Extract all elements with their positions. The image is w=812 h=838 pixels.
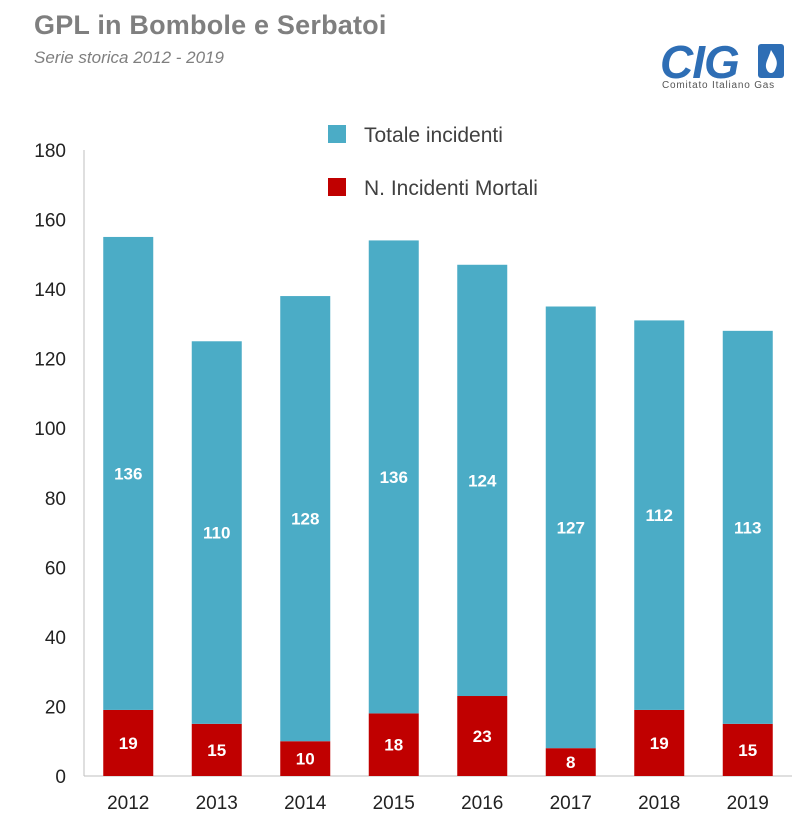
x-tick-label: 2013	[196, 793, 238, 814]
data-label: 23	[473, 727, 492, 746]
data-label: 112	[646, 506, 673, 525]
logo-subtext: Comitato Italiano Gas	[662, 80, 775, 91]
data-label: 136	[114, 464, 142, 483]
legend: Totale incidenti N. Incidenti Mortali	[328, 124, 538, 200]
axis-layer: 0 20 40 60 80 100 120 140 160 180 2012 2013 2014 2015…	[34, 141, 792, 814]
data-label: 124	[468, 471, 497, 490]
y-tick-label: 160	[34, 211, 66, 232]
bar-mortali	[368, 713, 419, 776]
logo-text: CIG	[660, 40, 739, 88]
cig-logo: CIG	[660, 40, 784, 88]
y-tick-label: 180	[34, 141, 66, 162]
bar-totale	[457, 264, 508, 697]
legend-label: Totale incidenti	[364, 124, 503, 147]
bar-mortali	[722, 723, 773, 776]
data-label: 113	[734, 518, 761, 537]
x-tick-label: 2012	[107, 793, 149, 814]
bar-totale	[191, 341, 242, 724]
bar-mortali	[103, 709, 154, 776]
y-tick-label: 20	[45, 697, 66, 718]
data-label: 128	[291, 510, 319, 529]
data-label: 15	[738, 741, 757, 760]
data-label: 8	[566, 753, 575, 772]
x-tick-label: 2016	[461, 793, 503, 814]
bar-totale	[722, 330, 773, 724]
y-tick-label: 40	[45, 628, 66, 649]
flame-icon	[758, 44, 784, 78]
legend-swatch	[328, 178, 346, 196]
bar-totale	[280, 296, 331, 742]
data-label: 19	[650, 734, 669, 753]
y-tick-label: 100	[34, 419, 66, 440]
y-tick-label: 0	[55, 767, 66, 788]
bar-totale	[634, 320, 685, 710]
chart-title: GPL in Bombole e Serbatoi	[34, 10, 387, 40]
legend-label: N. Incidenti Mortali	[364, 177, 538, 200]
chart-subtitle: Serie storica 2012 - 2019	[34, 48, 224, 67]
x-tick-label: 2018	[638, 793, 680, 814]
bar-totale	[103, 236, 154, 710]
y-tick-label: 140	[34, 280, 66, 301]
data-label: 18	[384, 736, 403, 755]
x-tick-label: 2017	[550, 793, 592, 814]
y-tick-label: 120	[34, 350, 66, 371]
data-label: 15	[207, 741, 226, 760]
bar-mortali	[191, 723, 242, 776]
bar-mortali	[634, 709, 685, 776]
data-label: 10	[296, 750, 315, 769]
bar-mortali	[280, 741, 331, 776]
data-label: 136	[380, 468, 408, 487]
bar-mortali	[457, 696, 508, 776]
data-label: 110	[203, 524, 230, 543]
x-tick-label: 2019	[727, 793, 769, 814]
y-tick-label: 80	[45, 489, 66, 510]
bars-layer: 19 136 15 110 10 128 18 136 23 124 8 127 19 112 15 113	[103, 236, 773, 776]
x-tick-label: 2014	[284, 793, 327, 814]
data-label: 19	[119, 734, 138, 753]
bar-mortali	[545, 748, 596, 776]
legend-swatch	[328, 125, 346, 143]
bar-totale	[368, 240, 419, 714]
bar-totale	[545, 306, 596, 749]
y-tick-label: 60	[45, 558, 66, 579]
x-tick-label: 2015	[373, 793, 415, 814]
data-label: 127	[557, 518, 585, 537]
